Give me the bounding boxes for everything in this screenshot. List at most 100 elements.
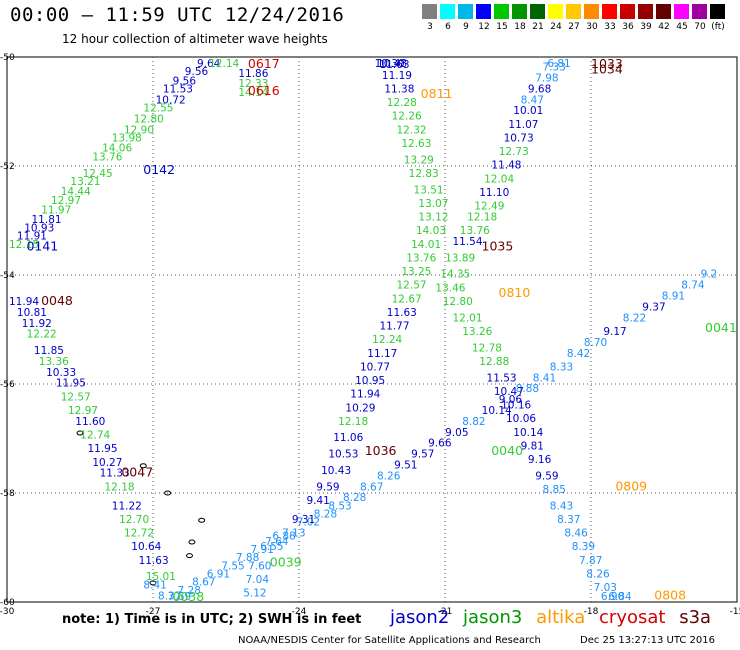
legend-swatch [476, 4, 491, 19]
wave-height-label: 11.91 [17, 231, 47, 243]
wave-height-label: 9.2 [701, 269, 718, 281]
pass-time-label: 1036 [365, 443, 397, 458]
legend-label: 24 [550, 22, 562, 32]
legend-swatch [548, 4, 563, 19]
lon-tick-label: -15 [730, 607, 740, 617]
legend-label: 39 [640, 22, 652, 32]
wave-height-label: 10.93 [24, 222, 54, 234]
legend-label: 36 [622, 22, 634, 32]
wave-height-label: 5.12 [243, 588, 266, 600]
pass-time-label: 0142 [143, 162, 175, 177]
wave-height-label: 8.70 [584, 337, 607, 349]
wave-height-label: 10.33 [46, 367, 76, 379]
lon-tick-label: -24 [292, 607, 307, 617]
pass-time-label: 0047 [121, 465, 153, 480]
wave-height-label: 7.13 [282, 528, 305, 540]
wave-height-label: 14.06 [102, 142, 132, 154]
wave-height-label: 9.64 [197, 58, 221, 70]
wave-height-label: 7.33 [543, 62, 566, 74]
wave-height-label: 12.28 [387, 97, 417, 109]
pass-time-label: 1033 [591, 56, 623, 71]
wave-height-label: 9.59 [535, 470, 558, 482]
legend-label: 33 [604, 22, 616, 32]
wave-height-label: 6.91 [207, 568, 230, 580]
wave-height-label: 8.28 [314, 509, 337, 521]
wave-height-label: 8.88 [516, 383, 539, 395]
wave-height-label: 9.16 [528, 454, 552, 466]
wave-height-label: 11.33 [100, 468, 130, 480]
wave-height-label: 8.39 [572, 541, 595, 553]
legend-label: 45 [676, 22, 688, 32]
wave-height-label: 13.36 [39, 356, 69, 368]
legend-swatch [674, 4, 689, 19]
wave-height-label: 9.37 [642, 301, 665, 313]
wave-height-label: 12.14 [209, 58, 239, 70]
wave-height-label: 12.26 [392, 111, 422, 123]
pass-time-label: 0811 [421, 86, 453, 101]
wave-height-label: 11.53 [163, 83, 193, 95]
wave-height-label: 9.41 [306, 495, 329, 507]
wave-height-label: 8.85 [543, 484, 566, 496]
legend-label: 70 [694, 22, 706, 32]
wave-height-label: 7.87 [579, 555, 602, 567]
legend-label: 12 [478, 22, 490, 32]
wave-height-label: 10.27 [92, 457, 122, 469]
wave-height-label: 9.06 [499, 394, 523, 406]
wave-height-label: 10.16 [501, 400, 531, 412]
wave-height-label: 11.48 [491, 160, 521, 172]
wave-height-label: 8.42 [567, 348, 590, 360]
wave-height-label: 8.91 [662, 291, 685, 303]
lat-tick-label: -58 [0, 489, 15, 499]
wave-height-label: 13.25 [401, 266, 431, 278]
wave-height-label: 7.91 [251, 544, 274, 556]
wave-height-label: 10.64 [131, 541, 161, 553]
wave-height-label: 8.46 [564, 528, 588, 540]
wave-height-label: 12.45 [83, 168, 113, 180]
coastline-marks [76, 430, 206, 586]
track-t3: 8.418.377.697.288.676.917.557.887.917.64… [143, 269, 717, 603]
sat-jason3: jason3 [463, 607, 523, 628]
wave-height-label: 12.18 [467, 212, 497, 224]
wave-height-label: 12.33 [238, 78, 268, 90]
wave-height-label: 8.28 [343, 492, 366, 504]
pass-time-label: 0040 [491, 443, 523, 458]
sat-jason2: jason2 [390, 607, 450, 628]
wave-height-label: 11.54 [452, 236, 482, 248]
wave-height-label: 8.41 [143, 579, 166, 591]
legend-label: 42 [658, 22, 670, 32]
pass-time-label: 0141 [26, 238, 58, 253]
wave-height-label: 12.49 [474, 201, 504, 213]
wave-height-label: 12.18 [105, 481, 135, 493]
wave-height-label: 9.17 [603, 326, 626, 338]
lat-tick-label: -54 [0, 271, 15, 281]
wave-height-label: 9.56 [185, 66, 209, 78]
island-outline [198, 517, 206, 523]
wave-height-label: 8.67 [360, 481, 383, 493]
wave-height-label: 12.15 [9, 239, 39, 251]
wave-height-label: 12.57 [61, 391, 91, 403]
wave-height-label: 11.63 [379, 59, 409, 71]
legend-label: 6 [445, 22, 451, 32]
legend-swatch [566, 4, 581, 19]
wave-height-label: 8.67 [192, 577, 215, 589]
lon-tick-label: -18 [584, 607, 599, 617]
legend-swatch [602, 4, 617, 19]
wave-height-label: 11.06 [333, 432, 363, 444]
wave-height-label: 9.59 [316, 481, 339, 493]
wave-height-label: 10.81 [17, 307, 47, 319]
pass-time-label: 0808 [654, 587, 686, 602]
wave-height-label: 10.14 [482, 405, 512, 417]
wave-height-label: 12.74 [80, 430, 110, 442]
wave-height-label: 10.01 [513, 105, 543, 117]
wave-height-label: 11.86 [238, 68, 268, 80]
page-subtitle: 12 hour collection of altimeter wave hei… [62, 32, 328, 46]
wave-height-label: 11.95 [56, 378, 86, 390]
wave-height-label: 13.89 [445, 252, 475, 264]
pass-time-labels: 0141 0142 0617 0616 0048 0047 0038 0039 1036 0811… [26, 56, 736, 604]
wave-height-label: 7.28 [178, 585, 201, 597]
wave-height-label: 12.57 [397, 280, 427, 292]
legend-swatch [494, 4, 509, 19]
wave-height-label: 9.56 [173, 75, 197, 87]
pass-time-label: 0041 [705, 320, 737, 335]
lon-tick-label: -21 [438, 607, 453, 617]
